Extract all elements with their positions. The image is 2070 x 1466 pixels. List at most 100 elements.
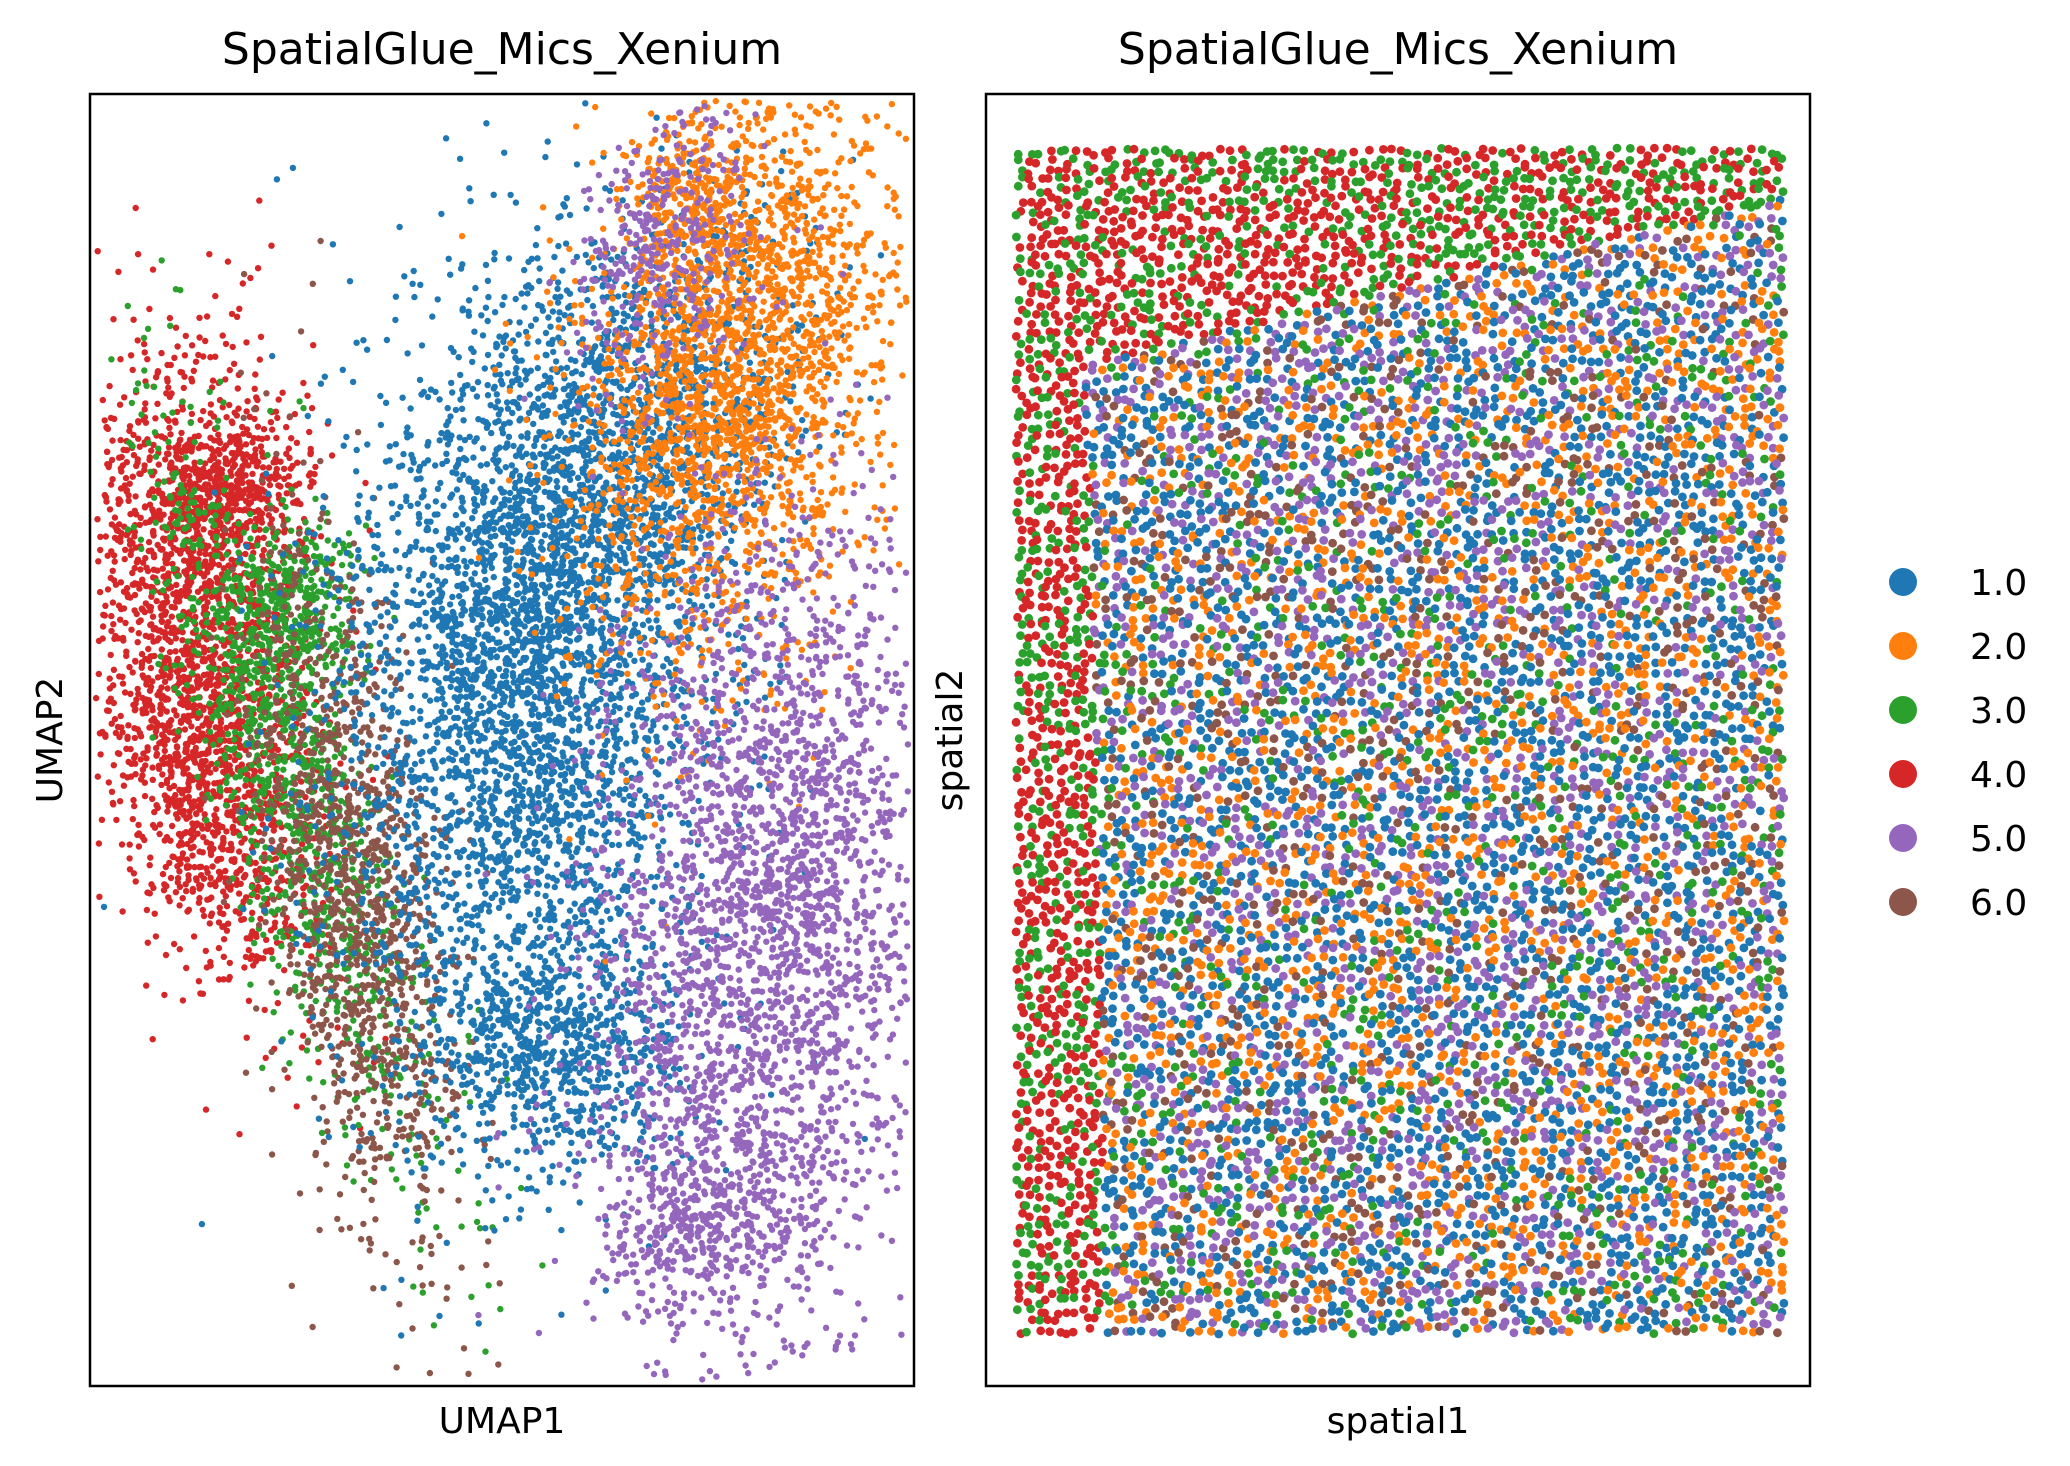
data-point: [182, 332, 189, 340]
data-point: [172, 635, 180, 642]
data-point: [149, 678, 156, 685]
data-point: [287, 895, 294, 902]
data-point: [448, 1148, 455, 1156]
data-point: [220, 910, 227, 918]
data-point: [350, 607, 357, 614]
data-point: [170, 940, 178, 948]
data-point: [281, 603, 288, 610]
data-point: [212, 879, 219, 886]
data-point: [239, 280, 246, 287]
data-point: [220, 953, 227, 960]
data-point: [320, 813, 328, 820]
data-point: [351, 656, 359, 663]
data-point: [268, 1048, 275, 1056]
data-point: [138, 659, 146, 666]
data-point: [238, 675, 246, 682]
data-point: [137, 536, 145, 543]
data-point: [168, 613, 175, 620]
data-point: [263, 741, 270, 748]
data-point: [274, 716, 281, 723]
data-point: [227, 840, 235, 848]
data-point: [180, 651, 188, 658]
data-point: [287, 648, 294, 655]
data-point: [318, 1129, 326, 1137]
data-point: [288, 435, 295, 442]
data-point: [308, 633, 315, 640]
data-point: [110, 316, 117, 323]
data-point: [127, 690, 134, 697]
data-point: [180, 713, 188, 720]
data-point: [146, 862, 153, 869]
data-point: [299, 558, 306, 565]
data-point: [413, 993, 420, 1001]
data-point: [137, 566, 144, 573]
data-point: [112, 581, 120, 588]
data-point: [187, 419, 194, 426]
data-point: [183, 864, 191, 871]
data-point: [325, 721, 333, 728]
data-point: [518, 1184, 525, 1192]
data-point: [169, 853, 176, 860]
data-point: [412, 948, 419, 955]
data-point: [243, 614, 251, 622]
data-point: [194, 633, 202, 641]
data-point: [109, 437, 116, 444]
data-point: [189, 820, 196, 827]
data-point: [346, 1224, 354, 1232]
data-point: [110, 666, 118, 673]
data-point: [224, 511, 231, 518]
data-point: [129, 473, 136, 480]
data-point: [109, 599, 117, 606]
data-point: [150, 528, 157, 535]
data-point: [177, 514, 184, 522]
data-point: [242, 782, 249, 789]
data-point: [321, 603, 329, 610]
data-point: [539, 1262, 546, 1269]
data-point: [365, 957, 373, 964]
data-point: [188, 554, 196, 561]
data-point: [369, 776, 377, 784]
data-point: [367, 1240, 375, 1247]
data-point: [274, 906, 282, 913]
data-point: [111, 635, 118, 642]
data-point: [316, 524, 323, 531]
data-point: [183, 887, 190, 895]
data-point: [137, 756, 144, 763]
data-point: [433, 1224, 440, 1231]
data-point: [335, 1043, 342, 1050]
data-point: [158, 695, 165, 702]
data-point: [194, 773, 201, 781]
data-point: [408, 1018, 415, 1025]
data-point: [143, 982, 150, 989]
data-point: [396, 1048, 404, 1055]
data-point: [234, 795, 241, 802]
data-point: [179, 760, 186, 767]
data-point: [151, 910, 158, 917]
data-point: [260, 623, 267, 630]
data-point: [263, 390, 270, 397]
data-point: [247, 535, 254, 542]
data-point: [236, 581, 244, 588]
data-point: [267, 407, 274, 415]
data-point: [203, 865, 210, 872]
data-point: [325, 785, 332, 792]
data-point: [356, 918, 363, 925]
data-point: [188, 669, 196, 677]
data-point: [276, 892, 283, 900]
data-point: [370, 972, 377, 979]
data-point: [118, 530, 125, 537]
data-point: [135, 618, 143, 626]
data-point: [327, 877, 334, 884]
data-point: [297, 500, 304, 508]
data-point: [367, 732, 374, 739]
data-point: [153, 750, 161, 758]
data-point: [401, 1026, 408, 1033]
data-point: [190, 367, 197, 374]
data-point: [176, 902, 183, 909]
data-point: [208, 634, 215, 641]
data-point: [298, 840, 306, 848]
data-point: [202, 337, 209, 345]
data-point: [223, 610, 231, 617]
data-point: [241, 793, 248, 800]
data-point: [257, 584, 264, 591]
